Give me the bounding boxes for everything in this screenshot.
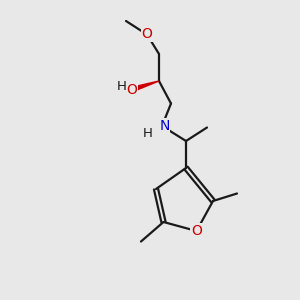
- Text: O: O: [127, 83, 137, 97]
- Text: H: H: [117, 80, 127, 94]
- Text: H: H: [143, 127, 152, 140]
- Polygon shape: [130, 81, 159, 92]
- Text: N: N: [159, 119, 170, 133]
- Text: O: O: [142, 28, 152, 41]
- Text: O: O: [191, 224, 202, 238]
